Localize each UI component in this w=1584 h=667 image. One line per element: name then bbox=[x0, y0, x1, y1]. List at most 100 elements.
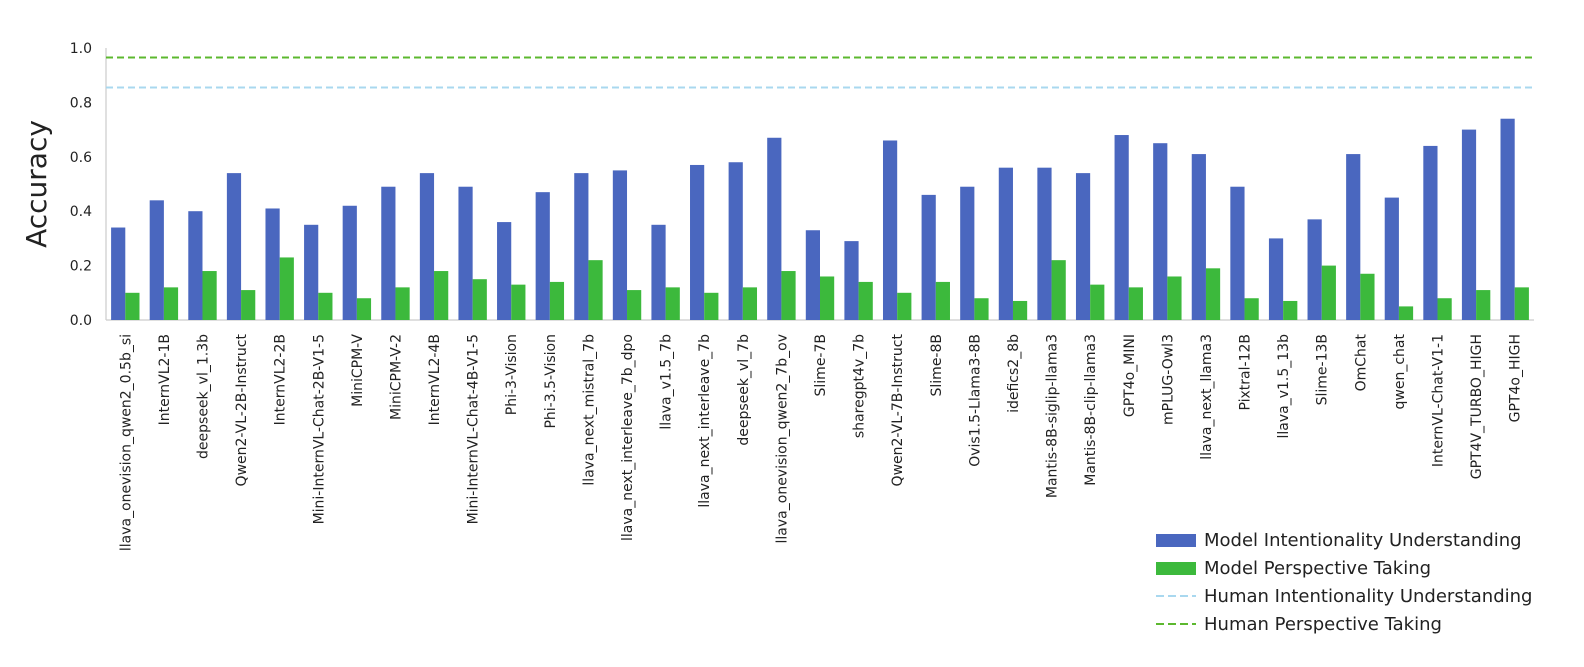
bar-intentionality bbox=[1346, 154, 1361, 320]
y-tick-label: 0.0 bbox=[70, 313, 92, 329]
bar-intentionality bbox=[882, 140, 898, 320]
y-tick-label: 0.6 bbox=[70, 150, 92, 166]
bar-perspective bbox=[665, 287, 680, 320]
bar-perspective bbox=[395, 287, 410, 320]
bar-intentionality bbox=[535, 192, 550, 320]
x-tick-label: llava_onevision_qwen2_0.5b_si bbox=[118, 334, 134, 551]
bar-perspective bbox=[125, 292, 140, 320]
legend-label: Human Perspective Taking bbox=[1204, 614, 1442, 635]
x-tick-label: Phi-3-Vision bbox=[504, 334, 520, 415]
bar-perspective bbox=[1360, 273, 1375, 320]
x-tick-label: Pixtral-12B bbox=[1238, 334, 1254, 411]
x-tick-label: Slime-7B bbox=[813, 334, 829, 396]
bar-perspective bbox=[1514, 287, 1529, 320]
bar-perspective bbox=[511, 284, 526, 320]
bar-intentionality bbox=[381, 186, 396, 320]
x-tick-labels: llava_onevision_qwen2_0.5b_si InternVL2-1… bbox=[118, 333, 1523, 551]
bar-intentionality bbox=[1153, 143, 1168, 320]
legend-label: Model Perspective Taking bbox=[1204, 558, 1431, 579]
bar-perspective bbox=[472, 279, 487, 320]
x-tick-label: Mini-InternVL-Chat-2B-V1-5 bbox=[311, 334, 327, 524]
x-tick-label: Mantis-8B-siglip-llama3 bbox=[1045, 334, 1061, 498]
bar-perspective bbox=[897, 292, 912, 320]
bar-intentionality bbox=[1114, 135, 1129, 320]
bar-intentionality bbox=[1191, 154, 1206, 320]
bar-intentionality bbox=[767, 137, 782, 320]
x-tick-label: MiniCPM-V bbox=[350, 334, 366, 407]
bar-perspective bbox=[1012, 300, 1028, 320]
bar-intentionality bbox=[728, 162, 743, 320]
legend: Model Intentionality Understanding Model … bbox=[1156, 530, 1532, 635]
bar-perspective bbox=[1167, 276, 1182, 320]
bar-intentionality bbox=[690, 164, 705, 320]
bar-perspective bbox=[742, 287, 758, 320]
bar-intentionality bbox=[1307, 219, 1322, 320]
bar-intentionality bbox=[149, 200, 164, 320]
x-tick-label: Ovis1.5-Llama3-8B bbox=[967, 334, 983, 467]
x-tick-label: mPLUG-Owl3 bbox=[1160, 334, 1176, 425]
bar-perspective bbox=[974, 298, 989, 320]
bar-perspective bbox=[549, 281, 565, 320]
x-tick-label: llava_v1.5_13b bbox=[1276, 334, 1292, 439]
bars bbox=[111, 118, 1529, 320]
y-tick-label: 0.4 bbox=[70, 204, 92, 220]
bar-perspective bbox=[1283, 300, 1298, 320]
bar-intentionality bbox=[1075, 173, 1091, 320]
bar-intentionality bbox=[304, 224, 319, 320]
bar-perspective bbox=[434, 271, 449, 320]
bar-intentionality bbox=[1423, 145, 1438, 320]
legend-label: Model Intentionality Understanding bbox=[1204, 530, 1522, 551]
bar-intentionality bbox=[497, 222, 512, 320]
bar-intentionality bbox=[998, 167, 1013, 320]
bar-perspective bbox=[279, 257, 294, 320]
bar-intentionality bbox=[574, 173, 589, 320]
bar-perspective bbox=[935, 281, 950, 320]
bar-perspective bbox=[1437, 298, 1452, 320]
bar-perspective bbox=[202, 271, 217, 320]
bar-perspective bbox=[163, 287, 179, 320]
x-tick-label: Slime-8B bbox=[929, 334, 945, 396]
bar-intentionality bbox=[844, 241, 859, 320]
x-tick-label: InternVL-Chat-V1-1 bbox=[1431, 334, 1447, 467]
x-tick-label: InternVL2-4B bbox=[427, 334, 443, 425]
bar-perspective bbox=[627, 290, 642, 320]
x-tick-label: OmChat bbox=[1353, 333, 1369, 391]
bar-intentionality bbox=[1230, 186, 1245, 320]
bar-perspective bbox=[704, 292, 719, 320]
bar-intentionality bbox=[188, 211, 203, 320]
x-tick-label: InternVL2-1B bbox=[157, 334, 173, 425]
bar-intentionality bbox=[342, 205, 357, 320]
legend-swatch bbox=[1156, 562, 1196, 575]
x-tick-label: Qwen2-VL-2B-Instruct bbox=[234, 334, 250, 487]
y-axis-label: Accuracy bbox=[20, 120, 53, 248]
bar-intentionality bbox=[1461, 129, 1477, 320]
bar-perspective bbox=[318, 292, 333, 320]
x-tick-label: llava_next_interleave_7b bbox=[697, 334, 713, 508]
bar-perspective bbox=[1476, 290, 1491, 320]
bar-intentionality bbox=[111, 227, 126, 320]
x-tick-label: MiniCPM-V-2 bbox=[388, 334, 404, 420]
bar-intentionality bbox=[612, 170, 628, 320]
bar-perspective bbox=[858, 281, 873, 320]
x-tick-label: Qwen2-VL-7B-Instruct bbox=[890, 334, 906, 487]
bar-perspective bbox=[588, 260, 603, 320]
y-ticks: 0.0 0.2 0.4 0.6 0.8 1.0 bbox=[70, 41, 92, 329]
bar-perspective bbox=[1321, 265, 1336, 320]
x-tick-label: InternVL2-2B bbox=[273, 334, 289, 425]
x-tick-label: llava_next_interleave_7b_dpo bbox=[620, 334, 636, 541]
bar-intentionality bbox=[651, 224, 666, 320]
x-tick-label: llava_next_mistral_7b bbox=[581, 334, 597, 486]
bar-intentionality bbox=[1384, 197, 1399, 320]
bar-intentionality bbox=[960, 186, 975, 320]
bar-intentionality bbox=[265, 208, 280, 320]
legend-swatch bbox=[1156, 534, 1196, 547]
x-tick-label: sharegpt4v_7b bbox=[852, 334, 868, 438]
x-tick-label: deepseek_vl_7b bbox=[736, 334, 752, 446]
bar-intentionality bbox=[805, 230, 820, 320]
x-tick-label: GPT4V_TURBO_HIGH bbox=[1469, 334, 1485, 479]
bar-intentionality bbox=[1037, 167, 1052, 320]
x-tick-label: llava_next_llama3 bbox=[1199, 334, 1215, 460]
bar-intentionality bbox=[226, 173, 242, 320]
